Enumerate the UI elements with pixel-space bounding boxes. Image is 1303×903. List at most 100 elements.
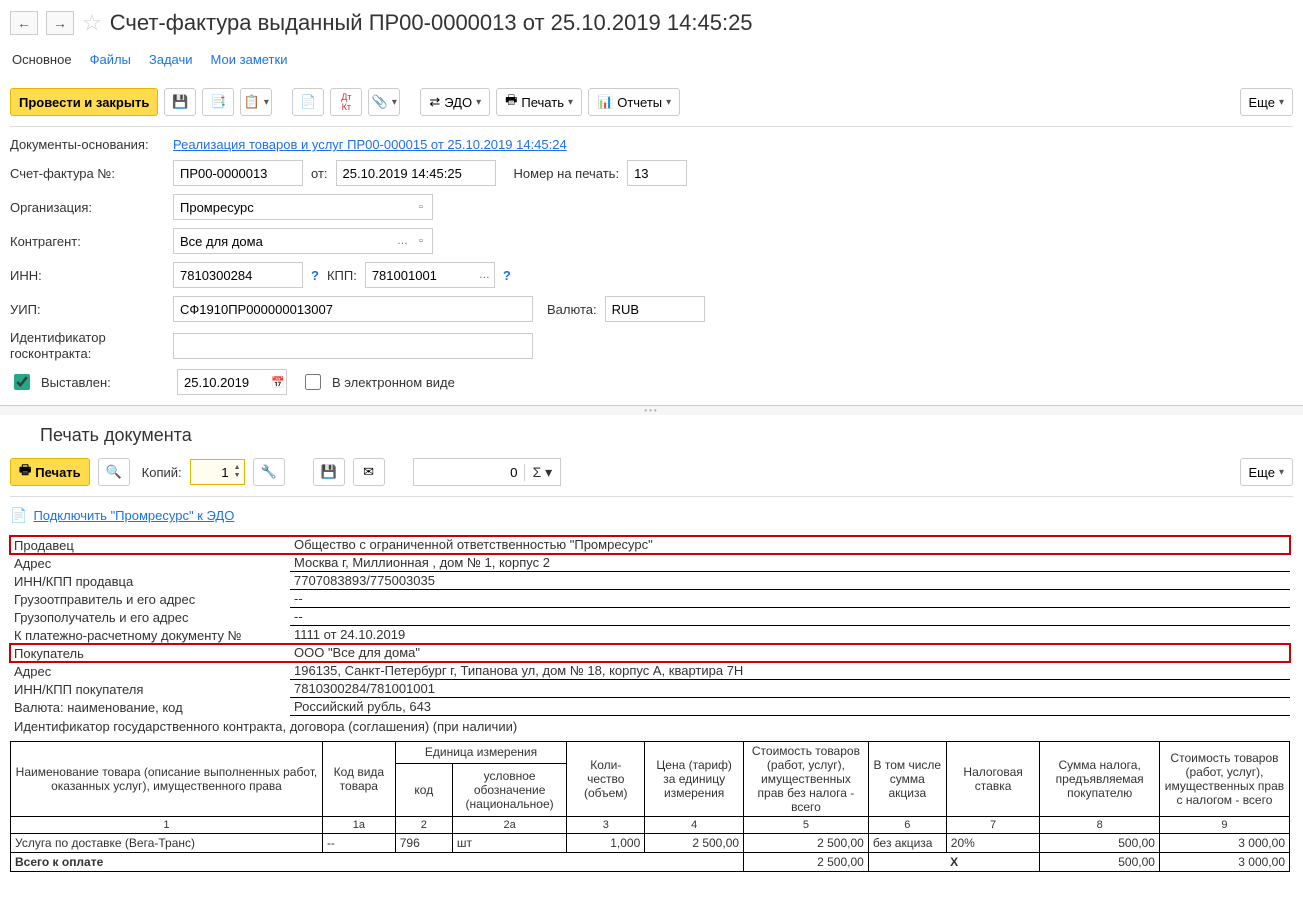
- invoice-info-table: ПродавецОбщество с ограниченной ответств…: [10, 536, 1290, 716]
- doc-icon: 📄: [10, 507, 27, 524]
- date-input[interactable]: [336, 160, 496, 186]
- kpp-select-icon[interactable]: …: [473, 264, 493, 286]
- nav-tabs: Основное Файлы Задачи Мои заметки: [10, 46, 1293, 78]
- print-doc-button[interactable]: 🖶 Печать: [10, 458, 90, 486]
- inn-help-icon[interactable]: ?: [311, 268, 319, 283]
- info-value: Общество с ограниченной ответственностью…: [290, 536, 1290, 554]
- number-label: Счет-фактура №:: [10, 166, 165, 181]
- print-number-input[interactable]: [627, 160, 687, 186]
- electronic-checkbox[interactable]: [305, 374, 321, 390]
- favorite-star-icon[interactable]: ☆: [82, 10, 102, 36]
- info-label: Грузополучатель и его адрес: [10, 608, 290, 626]
- splitter[interactable]: [0, 405, 1303, 415]
- uip-label: УИП:: [10, 302, 165, 317]
- column-number: 9: [1159, 817, 1289, 834]
- th-type-code: Код вида товара: [322, 742, 395, 817]
- printer-icon: 🖶: [19, 461, 31, 483]
- dtkt-icon: ДтКт: [341, 92, 351, 112]
- connect-edo-link[interactable]: Подключить "Промресурс" к ЭДО: [33, 508, 234, 523]
- preview-button[interactable]: 🔍: [98, 458, 130, 486]
- tab-tasks[interactable]: Задачи: [149, 52, 193, 67]
- post-icon: 📑: [210, 94, 226, 110]
- org-label: Организация:: [10, 200, 165, 215]
- org-input[interactable]: [173, 194, 433, 220]
- th-cost-no-tax: Стоимость товаров (работ, услуг), имущес…: [744, 742, 869, 817]
- counterparty-open-icon[interactable]: ▫: [411, 230, 431, 252]
- column-number: 4: [645, 817, 744, 834]
- kpp-label: КПП:: [327, 268, 357, 283]
- info-value: 7707083893/775003035: [290, 572, 1290, 590]
- create-based-on-button[interactable]: 📋▾: [240, 88, 272, 116]
- tab-notes[interactable]: Мои заметки: [211, 52, 288, 67]
- info-value: 1111 от 24.10.2019: [290, 626, 1290, 644]
- th-unit: Единица измерения: [395, 742, 567, 764]
- post-and-close-button[interactable]: Провести и закрыть: [10, 88, 158, 116]
- currency-input[interactable]: [605, 296, 705, 322]
- nav-back-button[interactable]: ←: [10, 11, 38, 35]
- th-name: Наименование товара (описание выполненны…: [11, 742, 323, 817]
- column-number: 7: [946, 817, 1040, 834]
- counterparty-select-icon[interactable]: …: [391, 230, 411, 252]
- attach-button[interactable]: 📎▾: [368, 88, 400, 116]
- sum-input[interactable]: [414, 460, 524, 484]
- contract-id-line: Идентификатор государственного контракта…: [10, 718, 1293, 735]
- structure-button[interactable]: 📄: [292, 88, 324, 116]
- column-number: 8: [1040, 817, 1160, 834]
- save-button[interactable]: 💾: [164, 88, 196, 116]
- info-label: Грузоотправитель и его адрес: [10, 590, 290, 608]
- basis-link[interactable]: Реализация товаров и услуг ПР00-000015 о…: [173, 137, 567, 152]
- contract-id-label: Идентификатор госконтракта:: [10, 330, 165, 361]
- print-button[interactable]: 🖶 Печать ▾: [496, 88, 582, 116]
- copies-up-icon[interactable]: ▲: [231, 464, 244, 472]
- copies-down-icon[interactable]: ▼: [231, 472, 244, 480]
- copies-settings-button[interactable]: 🔧: [253, 458, 285, 486]
- tab-files[interactable]: Файлы: [90, 52, 131, 67]
- edo-button[interactable]: ⇄ ЭДО ▾: [420, 88, 490, 116]
- reports-button[interactable]: 📊 Отчеты ▾: [588, 88, 680, 116]
- info-value: 7810300284/781001001: [290, 680, 1290, 698]
- printer-icon: 🖶: [505, 91, 517, 113]
- number-input[interactable]: [173, 160, 303, 186]
- page-title: Счет-фактура выданный ПР00-0000013 от 25…: [110, 10, 753, 36]
- th-price: Цена (тариф) за единицу измерения: [645, 742, 744, 817]
- currency-label: Валюта:: [547, 302, 597, 317]
- column-number: 6: [868, 817, 946, 834]
- from-label: от:: [311, 166, 328, 181]
- info-label: Валюта: наименование, код: [10, 698, 290, 716]
- th-qty: Коли- чество (объем): [567, 742, 645, 817]
- info-label: Покупатель: [10, 644, 290, 662]
- more2-button[interactable]: Еще ▾: [1240, 458, 1293, 486]
- contract-id-input[interactable]: [173, 333, 533, 359]
- copies-label: Копий:: [142, 465, 182, 480]
- copy-icon: 📋: [244, 94, 260, 110]
- info-label: Адрес: [10, 662, 290, 680]
- column-number: 1: [11, 817, 323, 834]
- inn-input[interactable]: [173, 262, 303, 288]
- edo-icon: ⇄: [429, 94, 440, 110]
- counterparty-label: Контрагент:: [10, 234, 165, 249]
- calendar-icon[interactable]: 📅: [265, 371, 285, 393]
- info-label: Адрес: [10, 554, 290, 572]
- send-icon: ✉: [363, 464, 374, 480]
- info-label: ИНН/КПП продавца: [10, 572, 290, 590]
- copies-stepper[interactable]: ▲▼: [190, 459, 245, 485]
- info-value: Москва г, Миллионная , дом № 1, корпус 2: [290, 554, 1290, 572]
- sigma-button[interactable]: Σ ▾: [524, 464, 561, 481]
- nav-forward-button[interactable]: →: [46, 11, 74, 35]
- tab-main[interactable]: Основное: [12, 52, 72, 67]
- kpp-help-icon[interactable]: ?: [503, 268, 511, 283]
- save-icon: 💾: [321, 464, 337, 480]
- th-unit-code: код: [395, 763, 452, 816]
- th-tax-sum: Сумма налога, предъявляемая покупателю: [1040, 742, 1160, 817]
- org-open-icon[interactable]: ▫: [411, 196, 431, 218]
- issued-checkbox[interactable]: [14, 374, 30, 390]
- dt-kt-button[interactable]: ДтКт: [330, 88, 362, 116]
- info-value: ООО "Все для дома": [290, 644, 1290, 662]
- save-doc-button[interactable]: 💾: [313, 458, 345, 486]
- column-number: 3: [567, 817, 645, 834]
- uip-input[interactable]: [173, 296, 533, 322]
- copies-input[interactable]: [191, 460, 231, 484]
- more-button[interactable]: Еще ▾: [1240, 88, 1293, 116]
- post-button[interactable]: 📑: [202, 88, 234, 116]
- send-doc-button[interactable]: ✉: [353, 458, 385, 486]
